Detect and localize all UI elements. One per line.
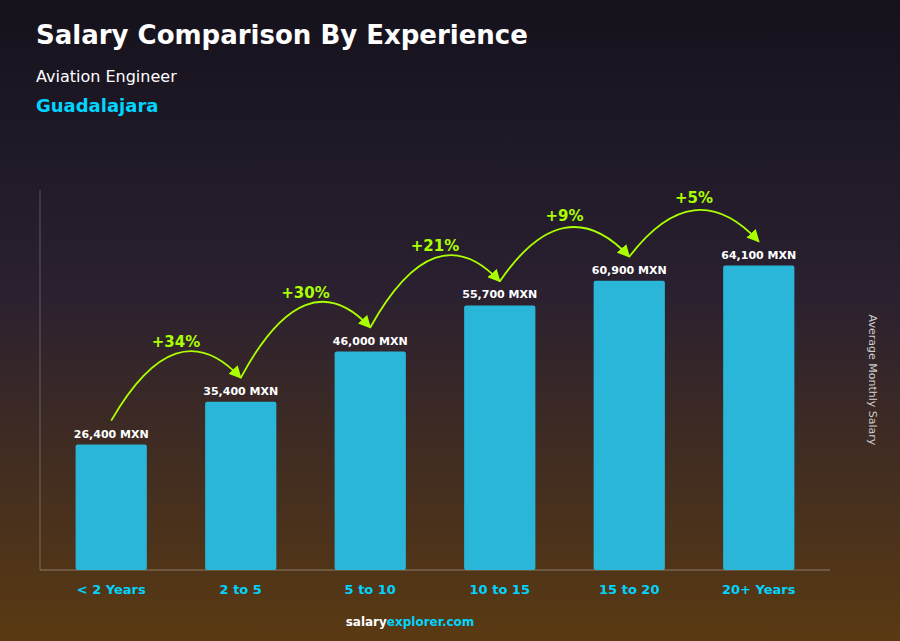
bar [594, 281, 665, 570]
bar [205, 402, 276, 570]
footer-part: salary [346, 615, 387, 629]
bar [76, 445, 147, 570]
value-label: 64,100 MXN [721, 249, 796, 262]
bars [76, 266, 795, 570]
x-tick-label: 15 to 20 [599, 582, 659, 597]
value-label: 46,000 MXN [333, 335, 408, 348]
bar [335, 352, 406, 571]
growth-arrow [241, 302, 371, 378]
chart-container: Salary Comparison By Experience Aviation … [0, 0, 900, 641]
footer: salaryexplorer.com [346, 615, 475, 629]
value-label: 60,900 MXN [592, 264, 667, 277]
value-label: 26,400 MXN [74, 428, 149, 441]
x-tick-label: 20+ Years [722, 582, 796, 597]
subtitle: Guadalajara [36, 95, 158, 116]
growth-arrow [500, 227, 630, 281]
x-tick-label: 5 to 10 [345, 582, 396, 597]
growth-label: +21% [411, 237, 459, 255]
x-axis-line [40, 570, 830, 571]
growth-arrow [111, 351, 241, 421]
growth-arrow [629, 210, 759, 257]
chart-svg: Salary Comparison By Experience Aviation … [0, 0, 900, 641]
growth-label: +34% [152, 333, 200, 351]
x-tick-label: 10 to 15 [470, 582, 530, 597]
x-tick-label: < 2 Years [77, 582, 146, 597]
growth-label: +9% [545, 207, 583, 225]
bar [464, 305, 535, 570]
x-tick-label: 2 to 5 [220, 582, 262, 597]
title: Salary Comparison By Experience [36, 20, 528, 50]
growth-label: +5% [675, 189, 713, 207]
growth-label: +30% [281, 284, 329, 302]
y-axis-line [40, 190, 41, 570]
bar [723, 266, 794, 570]
y-axis-label: Average Monthly Salary [866, 315, 879, 446]
subtitle: Aviation Engineer [36, 67, 177, 86]
growth-arrow [370, 255, 500, 327]
value-label: 55,700 MXN [462, 288, 537, 301]
value-label: 35,400 MXN [203, 385, 278, 398]
footer-part: explorer.com [387, 615, 475, 629]
background [0, 0, 900, 641]
